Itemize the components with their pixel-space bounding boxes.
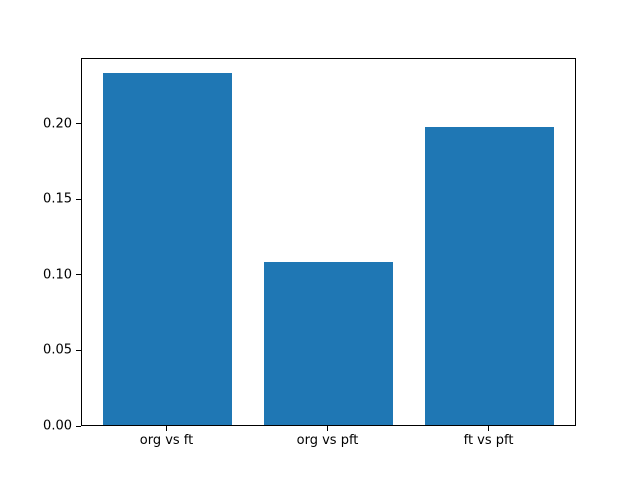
bar-org-vs-pft [264,261,393,425]
y-tick-mark [76,425,81,427]
y-tick-label: 0.00 [43,418,72,434]
bar-ft-vs-pft [425,127,554,425]
x-tick-mark [488,426,490,431]
y-tick-label: 0.20 [43,116,72,132]
x-tick-mark [327,426,329,431]
y-tick-mark [76,274,81,276]
x-tick-mark [166,426,167,431]
y-tick-label: 0.10 [43,267,72,283]
x-tick-label: ft vs pft [463,433,514,448]
y-tick-mark [76,123,81,125]
x-tick-label: org vs pft [296,433,359,448]
y-tick-label: 0.05 [43,342,72,358]
plot-area [81,58,576,426]
y-tick-label: 0.15 [43,191,72,207]
bar-org-vs-ft [103,72,232,425]
y-tick-mark [76,349,81,351]
y-tick-mark [76,198,81,200]
x-tick-label: org vs ft [139,433,194,448]
